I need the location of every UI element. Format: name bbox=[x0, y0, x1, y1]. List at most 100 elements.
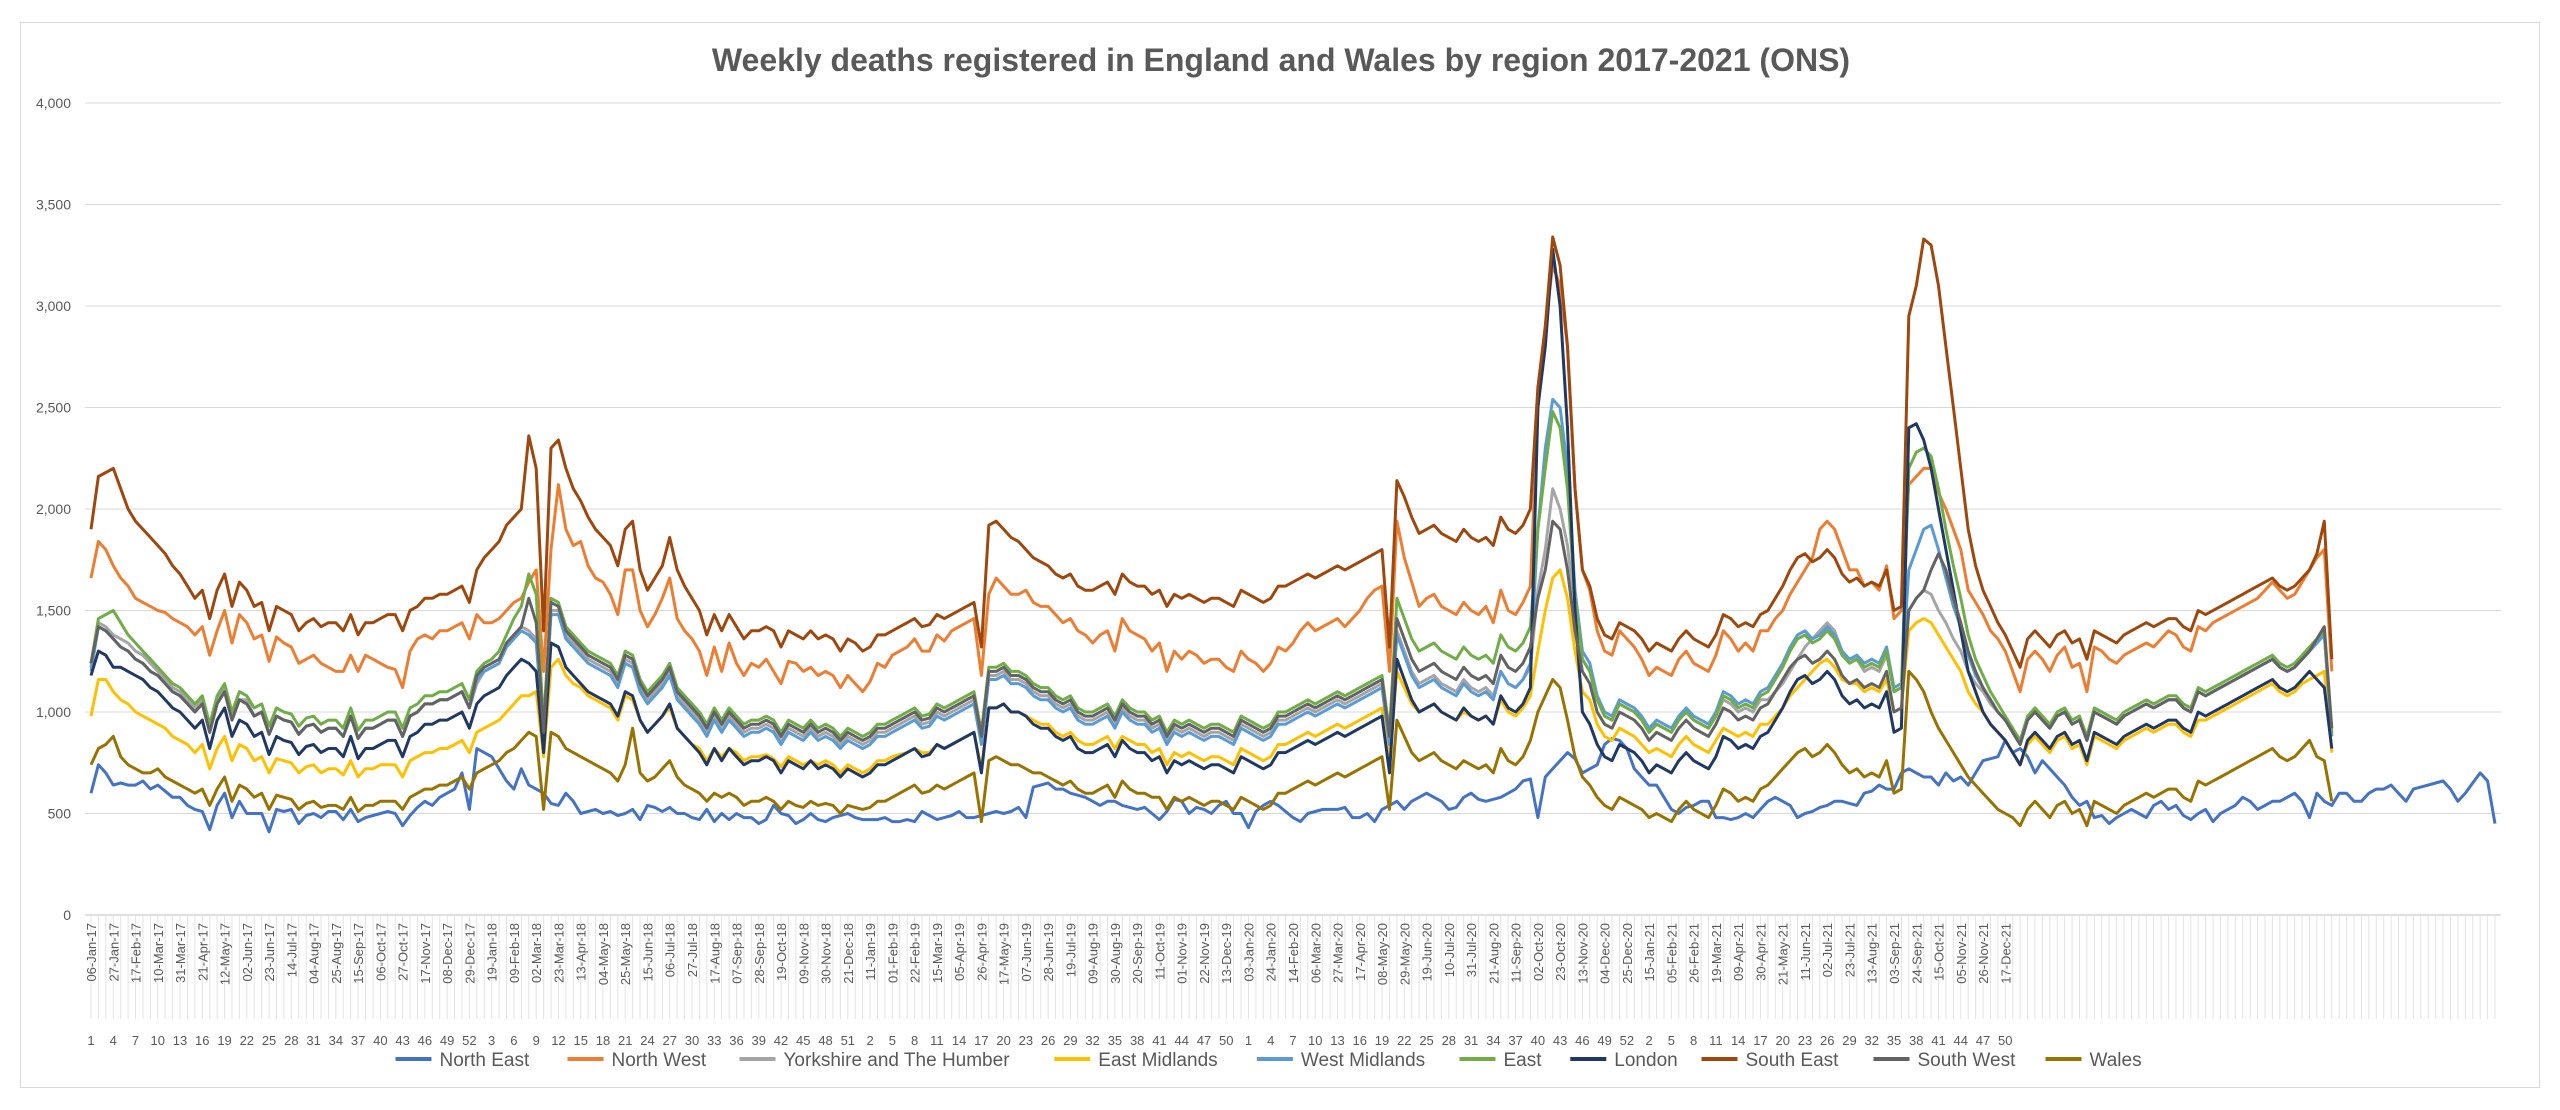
x-date-label: 26-Apr-19 bbox=[974, 923, 989, 981]
x-date-label: 19-Oct-18 bbox=[774, 923, 789, 981]
series-line-north-west bbox=[89, 263, 2334, 694]
x-week-label: 37 bbox=[1508, 1033, 1522, 1048]
x-week-label: 33 bbox=[707, 1033, 721, 1048]
x-date-label: 21-Dec-18 bbox=[841, 923, 856, 984]
x-week-label: 13 bbox=[1330, 1033, 1344, 1048]
x-week-label: 4 bbox=[1267, 1033, 1274, 1048]
x-week-label: 15 bbox=[573, 1033, 587, 1048]
x-week-label: 44 bbox=[1954, 1033, 1968, 1048]
x-date-label: 30-Apr-21 bbox=[1753, 923, 1768, 981]
x-date-label: 23-Oct-20 bbox=[1553, 923, 1568, 981]
x-week-label: 23 bbox=[1019, 1033, 1033, 1048]
x-week-label: 18 bbox=[596, 1033, 610, 1048]
x-week-label: 41 bbox=[1152, 1033, 1166, 1048]
x-week-label: 16 bbox=[1353, 1033, 1367, 1048]
x-week-label: 34 bbox=[329, 1033, 343, 1048]
y-tick-label: 0 bbox=[63, 907, 71, 923]
x-date-label: 02-Jun-17 bbox=[240, 923, 255, 982]
x-date-label: 19-Jul-19 bbox=[1063, 923, 1078, 977]
x-week-label: 14 bbox=[952, 1033, 966, 1048]
x-week-label: 34 bbox=[1486, 1033, 1500, 1048]
x-week-label: 4 bbox=[110, 1033, 117, 1048]
x-date-label: 20-Sep-19 bbox=[1130, 923, 1145, 984]
x-week-label: 32 bbox=[1085, 1033, 1099, 1048]
x-week-label: 35 bbox=[1887, 1033, 1901, 1048]
x-week-label: 31 bbox=[1464, 1033, 1478, 1048]
x-date-label: 23-Mar-18 bbox=[551, 923, 566, 983]
legend-label: East Midlands bbox=[1098, 1050, 1217, 1071]
x-week-label: 29 bbox=[1842, 1033, 1856, 1048]
x-date-label: 21-Aug-20 bbox=[1486, 923, 1501, 984]
x-week-label: 9 bbox=[533, 1033, 540, 1048]
x-week-label: 48 bbox=[818, 1033, 832, 1048]
x-date-label: 09-Nov-18 bbox=[796, 923, 811, 984]
x-date-label: 24-Sep-21 bbox=[1909, 923, 1924, 984]
x-date-label: 05-Nov-21 bbox=[1954, 923, 1969, 984]
x-date-label: 07-Jun-19 bbox=[1019, 923, 1034, 982]
x-date-label: 29-Dec-17 bbox=[462, 923, 477, 984]
x-week-label: 45 bbox=[796, 1033, 810, 1048]
x-week-label: 5 bbox=[1668, 1033, 1675, 1048]
x-week-label: 35 bbox=[1108, 1033, 1122, 1048]
x-date-label: 13-Aug-21 bbox=[1865, 923, 1880, 984]
x-date-label: 22-Feb-19 bbox=[908, 923, 923, 983]
x-date-label: 24-Jan-20 bbox=[1264, 923, 1279, 982]
x-week-label: 38 bbox=[1130, 1033, 1144, 1048]
x-week-label: 37 bbox=[351, 1033, 365, 1048]
x-date-label: 15-Oct-21 bbox=[1932, 923, 1947, 981]
x-date-label: 26-Feb-21 bbox=[1687, 923, 1702, 983]
x-week-label: 2 bbox=[866, 1033, 873, 1048]
x-week-label: 20 bbox=[1775, 1033, 1789, 1048]
x-date-label: 19-Jan-18 bbox=[485, 923, 500, 982]
x-week-label: 41 bbox=[1931, 1033, 1945, 1048]
x-date-label: 19-Mar-21 bbox=[1709, 923, 1724, 983]
x-date-label: 03-Jan-20 bbox=[1241, 923, 1256, 982]
x-date-label: 21-Apr-17 bbox=[195, 923, 210, 981]
x-week-label: 52 bbox=[462, 1033, 476, 1048]
x-week-label: 49 bbox=[1597, 1033, 1611, 1048]
x-week-label: 44 bbox=[1174, 1033, 1188, 1048]
x-date-label: 17-Feb-17 bbox=[129, 923, 144, 983]
y-tick-label: 2,000 bbox=[36, 501, 71, 517]
x-week-label: 11 bbox=[1709, 1033, 1723, 1048]
x-date-label: 13-Nov-20 bbox=[1575, 923, 1590, 984]
x-date-label: 11-Jan-19 bbox=[863, 923, 878, 981]
series-line-north-east bbox=[89, 736, 2497, 834]
y-axis: 0 500 1,000 1,500 2,000 2,500 3,000 3,500 4,000 bbox=[36, 95, 71, 923]
x-week-label: 21 bbox=[618, 1033, 632, 1048]
x-week-label: 11 bbox=[930, 1033, 944, 1048]
legend-label: Wales bbox=[2090, 1050, 2142, 1071]
chart-title: Weekly deaths registered in England and … bbox=[712, 42, 1850, 78]
x-date-label: 15-Jun-18 bbox=[640, 923, 655, 982]
legend-label: South West bbox=[1918, 1050, 2017, 1071]
x-date-label: 29-May-20 bbox=[1397, 923, 1412, 985]
legend-label: South East bbox=[1746, 1050, 1840, 1071]
x-week-label: 6 bbox=[510, 1033, 517, 1048]
gridlines bbox=[85, 102, 2501, 916]
x-date-label: 02-Oct-20 bbox=[1531, 923, 1546, 981]
x-date-label: 25-May-18 bbox=[618, 923, 633, 985]
x-week-label: 3 bbox=[488, 1033, 495, 1048]
y-tick-label: 1,500 bbox=[36, 603, 71, 619]
x-week-label: 20 bbox=[996, 1033, 1010, 1048]
series-lines bbox=[89, 235, 2497, 834]
x-date-label: 04-Aug-17 bbox=[307, 923, 322, 984]
x-week-label: 1 bbox=[87, 1033, 94, 1048]
x-week-label: 2 bbox=[1646, 1033, 1653, 1048]
legend-label: Yorkshire and The Humber bbox=[784, 1050, 1011, 1071]
x-date-label: 15-Mar-19 bbox=[930, 923, 945, 983]
x-week-label: 40 bbox=[373, 1033, 387, 1048]
x-week-label: 46 bbox=[1575, 1033, 1589, 1048]
x-week-label: 51 bbox=[841, 1033, 855, 1048]
x-date-label: 31-Mar-17 bbox=[173, 923, 188, 983]
legend: North East North West Yorkshire and The Hu… bbox=[395, 1050, 2142, 1071]
x-week-label: 47 bbox=[1197, 1033, 1211, 1048]
legend-label: North West bbox=[612, 1050, 707, 1071]
legend-label: East bbox=[1504, 1050, 1543, 1071]
x-date-label: 28-Jun-19 bbox=[1041, 923, 1056, 982]
x-date-label: 04-Dec-20 bbox=[1598, 923, 1613, 984]
legend-label: London bbox=[1614, 1050, 1677, 1071]
x-date-label: 19-Jun-20 bbox=[1420, 923, 1435, 982]
x-week-label: 49 bbox=[440, 1033, 454, 1048]
x-date-label: 21-May-21 bbox=[1776, 923, 1791, 985]
